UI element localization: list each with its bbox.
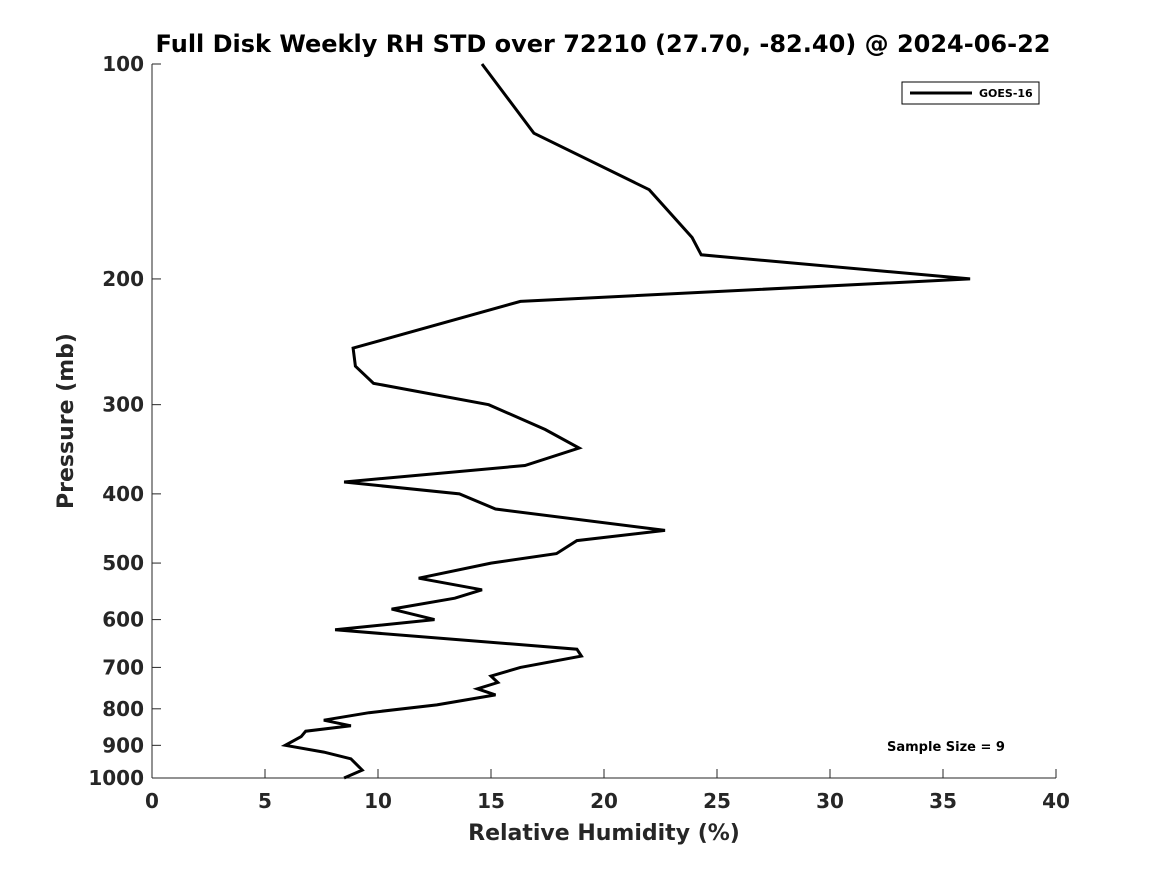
legend-label-goes-16: GOES-16 xyxy=(979,87,1033,100)
x-tick-label: 30 xyxy=(816,789,844,813)
y-tick-label: 500 xyxy=(102,551,144,575)
chart-title: Full Disk Weekly RH STD over 72210 (27.7… xyxy=(156,30,1051,58)
x-tick-label: 10 xyxy=(364,789,392,813)
x-tick-label: 0 xyxy=(145,789,159,813)
x-axis: 0 5 10 15 20 25 30 35 40 xyxy=(145,769,1070,813)
x-tick-label: 35 xyxy=(929,789,957,813)
x-tick-label: 20 xyxy=(590,789,618,813)
y-axis: 100 200 300 400 500 600 700 800 900 1000 xyxy=(88,52,161,790)
series-line-goes-16 xyxy=(280,63,971,780)
sample-size-annotation: Sample Size = 9 xyxy=(887,740,1005,755)
series-layer xyxy=(280,63,971,780)
y-tick-label: 700 xyxy=(102,655,144,679)
y-tick-label: 1000 xyxy=(88,766,144,790)
x-tick-label: 5 xyxy=(258,789,272,813)
y-tick-label: 600 xyxy=(102,608,144,632)
x-tick-label: 25 xyxy=(703,789,731,813)
y-tick-label: 100 xyxy=(102,52,144,76)
x-tick-label: 15 xyxy=(477,789,505,813)
y-tick-label: 200 xyxy=(102,267,144,291)
y-tick-label: 800 xyxy=(102,697,144,721)
legend: GOES-16 xyxy=(901,81,1040,105)
y-axis-label: Pressure (mb) xyxy=(54,333,79,509)
y-tick-label: 900 xyxy=(102,733,144,757)
x-tick-label: 40 xyxy=(1042,789,1070,813)
y-tick-label: 400 xyxy=(102,482,144,506)
plot-area xyxy=(151,64,1056,779)
x-axis-label: Relative Humidity (%) xyxy=(468,821,740,846)
y-tick-label: 300 xyxy=(102,393,144,417)
